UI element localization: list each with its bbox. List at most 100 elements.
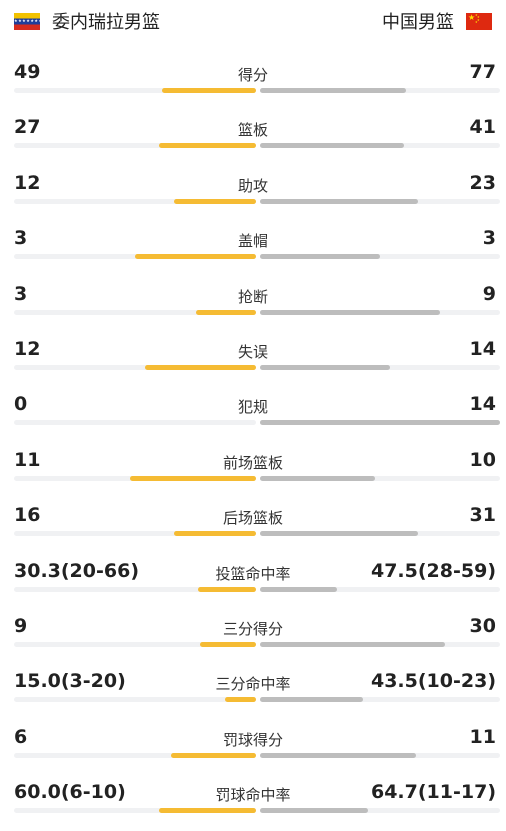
home-stat-bar: [173, 198, 256, 204]
away-stat-value: 14: [469, 393, 496, 416]
stat-label: 后场篮板: [222, 509, 283, 528]
away-stat-value: 77: [469, 61, 496, 83]
home-stat-bar: [159, 143, 256, 149]
venezuela-flag-icon: ★★★★★★★★: [14, 12, 40, 30]
stat-row: 0 犯规 14: [0, 388, 506, 443]
home-team-name: 委内瑞拉男篮: [52, 12, 160, 33]
stat-label: 罚球得分: [222, 730, 283, 749]
home-stat-track: [14, 364, 256, 370]
away-stat-bar: [260, 420, 500, 426]
stat-label: 前场篮板: [222, 453, 283, 472]
away-stat-track: [260, 531, 500, 537]
home-stat-track: [14, 697, 256, 703]
home-stat-track: [14, 143, 256, 149]
stat-row: 16 后场篮板 31: [0, 499, 506, 554]
home-stat-track: [14, 641, 256, 647]
stat-label: 得分: [237, 66, 268, 84]
home-stat-value: 27: [14, 116, 41, 139]
stat-row: 49 得分 77: [0, 56, 506, 111]
away-stat-track: [260, 475, 500, 481]
away-stat-track: [260, 752, 500, 758]
away-stat-track: [260, 198, 500, 204]
stat-row: 30.3(20-66) 投篮命中率 47.5(28-59): [0, 555, 506, 610]
home-stat-track: [14, 198, 256, 204]
home-stat-value: 49: [14, 61, 41, 83]
away-stat-bar: [260, 586, 337, 592]
away-stat-bar: [260, 752, 416, 758]
away-stat-bar: [260, 808, 368, 814]
stat-row: 27 篮板 41: [0, 111, 506, 166]
away-stat-track: [260, 143, 500, 149]
home-stat-bar: [130, 475, 256, 481]
home-stat-track: [14, 309, 256, 315]
stat-label: 三分命中率: [215, 675, 291, 694]
stat-label: 助攻: [237, 176, 268, 195]
home-stat-value: 3: [14, 282, 28, 305]
home-stat-track: [14, 475, 256, 481]
home-stat-value: 0: [14, 393, 28, 416]
home-stat-value: 9: [14, 614, 28, 637]
away-stat-bar: [260, 143, 404, 149]
home-stat-value: 11: [14, 448, 41, 471]
away-stat-value: 43.5(10-23): [370, 670, 496, 693]
away-stat-bar: [260, 697, 364, 703]
home-stat-value: 12: [14, 337, 41, 360]
home-stat-track: [14, 531, 256, 537]
home-stat-track: [14, 420, 256, 426]
away-stat-bar: [260, 531, 419, 537]
home-stat-value: 15.0(3-20): [14, 670, 126, 693]
away-team[interactable]: 中国男篮 ★ ★ ★ ★ ★: [382, 8, 492, 34]
away-stat-bar: [260, 198, 419, 204]
home-stat-bar: [224, 697, 256, 703]
away-stat-value: 47.5(28-59): [370, 559, 496, 582]
home-stat-value: 12: [14, 171, 41, 194]
away-stat-bar: [260, 364, 390, 370]
away-stat-value: 14: [469, 337, 496, 360]
home-stat-bar: [144, 364, 256, 370]
away-stat-track: [260, 309, 500, 315]
stat-label: 三分得分: [222, 619, 283, 638]
stat-label: 抢断: [237, 287, 268, 306]
stat-row: 12 助攻 23: [0, 167, 506, 222]
away-stat-value: 41: [469, 116, 496, 139]
home-stat-bar: [200, 641, 256, 647]
stat-label: 投篮命中率: [215, 564, 291, 583]
stat-row: 6 罚球得分 11: [0, 721, 506, 776]
home-stat-bar: [135, 254, 256, 260]
away-stat-value: 64.7(11-17): [370, 781, 496, 804]
away-stat-track: [260, 641, 500, 647]
home-stat-track: [14, 586, 256, 592]
stats-comparison-list: 49 得分 77 27 篮板 41 12 助攻 23 3 盖帽 3 3 抢断 9 12 失误 14 0 犯规 14 11 前…: [0, 56, 506, 831]
away-stat-value: 3: [482, 227, 496, 250]
away-stat-track: [260, 254, 500, 260]
home-stat-value: 30.3(20-66): [14, 559, 140, 582]
home-stat-bar: [173, 531, 256, 537]
away-stat-value: 23: [469, 171, 496, 194]
home-stat-track: [14, 254, 256, 260]
stat-row: 11 前场篮板 10: [0, 444, 506, 499]
stat-label: 罚球命中率: [215, 786, 291, 805]
stat-row: 9 三分得分 30: [0, 610, 506, 665]
home-stat-track: [14, 752, 256, 758]
away-stat-bar: [260, 88, 407, 93]
away-stat-value: 31: [469, 504, 496, 527]
away-stat-track: [260, 364, 500, 370]
home-team[interactable]: ★★★★★★★★ 委内瑞拉男篮: [14, 8, 160, 34]
home-stat-bar: [159, 808, 256, 814]
home-stat-value: 60.0(6-10): [14, 781, 126, 804]
home-stat-value: 16: [14, 504, 41, 527]
away-stat-track: [260, 586, 500, 592]
stat-row: 3 抢断 9: [0, 278, 506, 333]
home-stat-value: 3: [14, 227, 28, 250]
stat-label: 篮板: [237, 121, 268, 140]
home-stat-bar: [171, 752, 256, 758]
away-stat-bar: [260, 254, 380, 260]
away-stat-track: [260, 88, 500, 93]
china-flag-icon: ★ ★ ★ ★ ★: [466, 12, 492, 30]
home-stat-bar: [197, 586, 256, 592]
away-stat-track: [260, 420, 500, 426]
away-stat-value: 9: [482, 282, 496, 305]
stat-row: 12 失误 14: [0, 333, 506, 388]
away-stat-value: 30: [469, 614, 496, 637]
away-stat-bar: [260, 309, 440, 315]
